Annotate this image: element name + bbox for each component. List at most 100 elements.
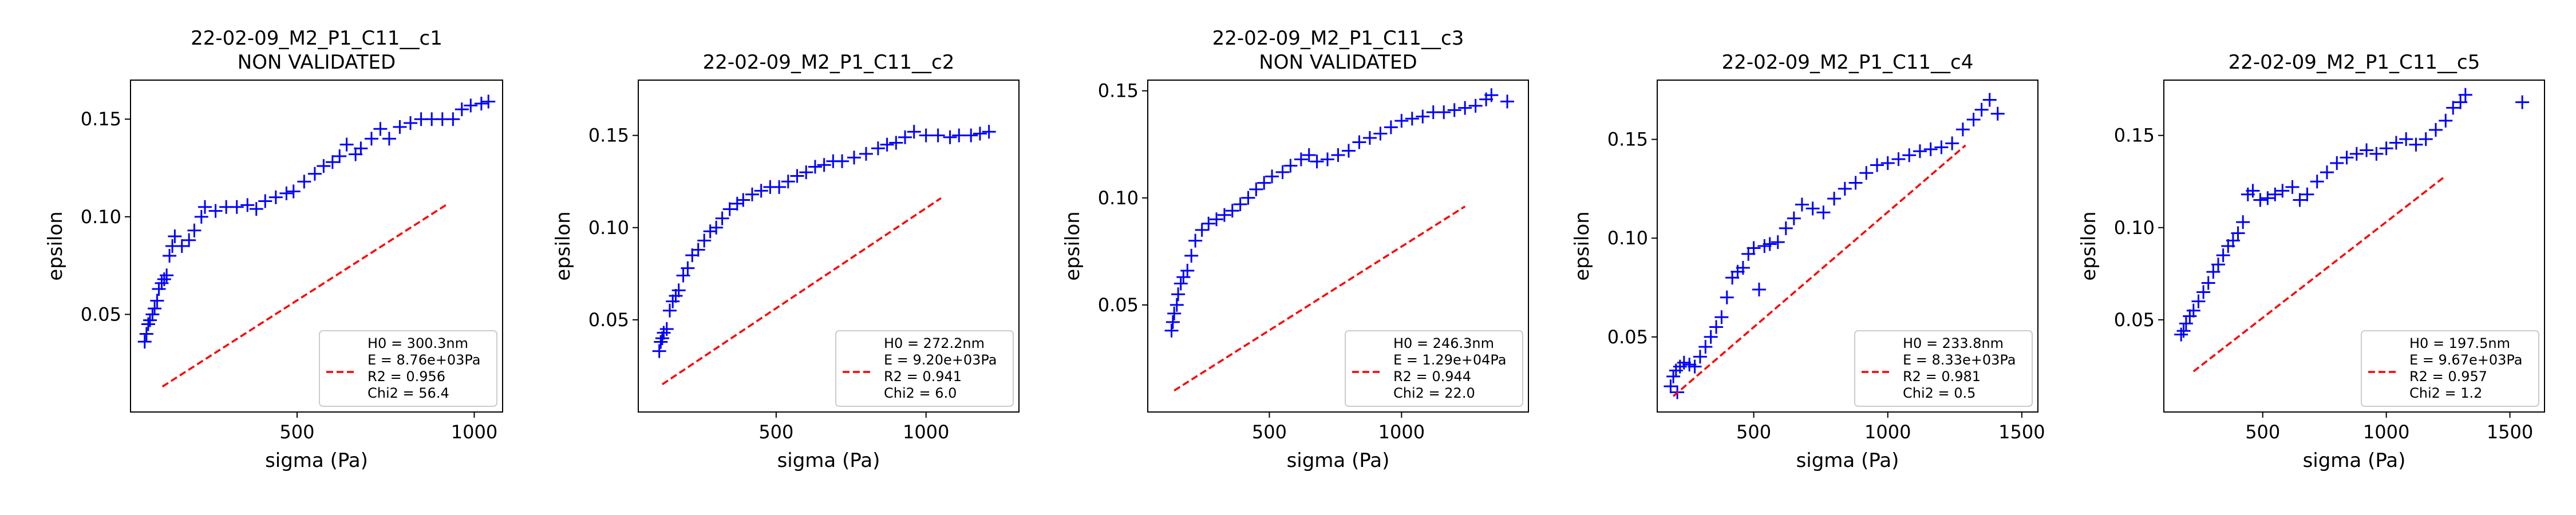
data-point [2211,258,2225,272]
y-tick-label: 0.05 [1607,326,1648,348]
data-point [1165,315,1180,329]
legend-line: R2 = 0.944 [1393,369,1471,385]
data-point [1500,94,1515,109]
data-point [2246,184,2260,198]
x-axis-label: sigma (Pa) [1796,449,1899,472]
x-tick-label: 500 [1252,421,1287,443]
fit-line [2192,177,2444,373]
data-point [681,261,695,275]
data-point [1373,126,1388,141]
data-point [1848,176,1863,190]
data-point [194,209,208,224]
x-axis-label: sigma (Pa) [1287,449,1390,472]
data-point [1693,350,1707,364]
data-point [790,169,804,183]
data-point [2300,187,2314,201]
x-tick-label: 1500 [1998,421,2045,443]
data-point [464,98,478,113]
legend-line: Chi2 = 1.2 [2409,385,2482,401]
legend-line: Chi2 = 56.4 [368,385,449,401]
y-tick-label: 0.05 [1098,294,1139,316]
data-point [1302,148,1316,162]
data-point [889,136,903,150]
legend-line: E = 9.20e+03Pa [884,352,997,368]
data-point [1870,158,1884,172]
x-tick-label: 1000 [451,421,497,443]
data-point [1180,264,1195,278]
plot-area [137,94,496,388]
data-point [817,158,831,172]
data-point [654,335,668,349]
data-point [1923,142,1938,156]
data-point [652,344,666,358]
data-point [2293,193,2307,207]
data-point [2320,165,2334,180]
x-tick-label: 500 [2245,421,2280,443]
data-point [2236,215,2250,229]
data-point [286,184,301,199]
data-point [2268,187,2282,201]
data-point [150,294,164,308]
data-point [754,184,768,198]
data-point [268,190,283,204]
data-point [1688,359,1702,374]
data-point [2186,303,2200,318]
data-point [745,187,759,201]
data-point [148,302,162,316]
data-point [1779,221,1793,235]
data-point [1966,113,1981,127]
data-point [1795,197,1809,212]
data-point [871,141,885,156]
plot-area [2174,88,2530,373]
y-tick-label: 0.10 [588,217,629,239]
data-point [2379,141,2393,156]
legend-box [1345,330,1523,407]
fit-line [661,197,942,386]
data-point [808,160,822,174]
data-point [931,128,945,142]
legend-line: Chi2 = 22.0 [1393,385,1475,401]
y-axis-label: epsilon [44,211,67,280]
data-point [1310,154,1324,169]
data-point [697,233,712,248]
data-point [736,193,750,207]
legend-line: R2 = 0.956 [368,369,445,385]
data-point [1880,156,1895,170]
x-axis-label: sigma (Pa) [2303,449,2406,472]
data-point [1982,93,1997,107]
legend-line: H0 = 300.3nm [368,335,468,351]
x-tick-label: 1500 [2487,421,2533,443]
data-point [666,294,680,308]
data-point [339,137,354,152]
data-point [847,150,862,165]
y-tick-label: 0.15 [588,125,629,146]
legend-box [835,330,1014,407]
data-point [898,130,912,144]
data-point [1974,102,1989,117]
data-point [1458,101,1472,115]
data-point [2399,132,2413,146]
subplot-2: 22-02-09_M2_P1_C11__c2 500 1000 0.05 0.10 0.1… [552,51,1020,472]
data-point [1468,98,1483,113]
data-point [2231,226,2245,240]
y-tick-label: 0.15 [1098,80,1139,102]
data-point [393,120,407,134]
data-point [1736,260,1750,275]
y-axis-label: epsilon [2077,211,2100,280]
axes-frame [1657,80,2038,413]
y-tick-label: 0.15 [2114,125,2155,146]
data-point [1945,136,1959,150]
data-point [715,211,729,225]
subplot-title: 22-02-09_M2_P1_C11__c2 [703,51,955,74]
legend-line: H0 = 272.2nm [884,335,985,351]
data-point [676,268,690,283]
data-point [2176,324,2191,338]
data-point [1934,140,1949,154]
x-tick-label: 1000 [903,421,949,443]
data-point [880,137,894,152]
data-point [187,223,202,237]
y-tick-label: 0.05 [2114,309,2155,331]
data-point [2349,146,2364,161]
subplot-subtitle: NON VALIDATED [238,51,396,74]
